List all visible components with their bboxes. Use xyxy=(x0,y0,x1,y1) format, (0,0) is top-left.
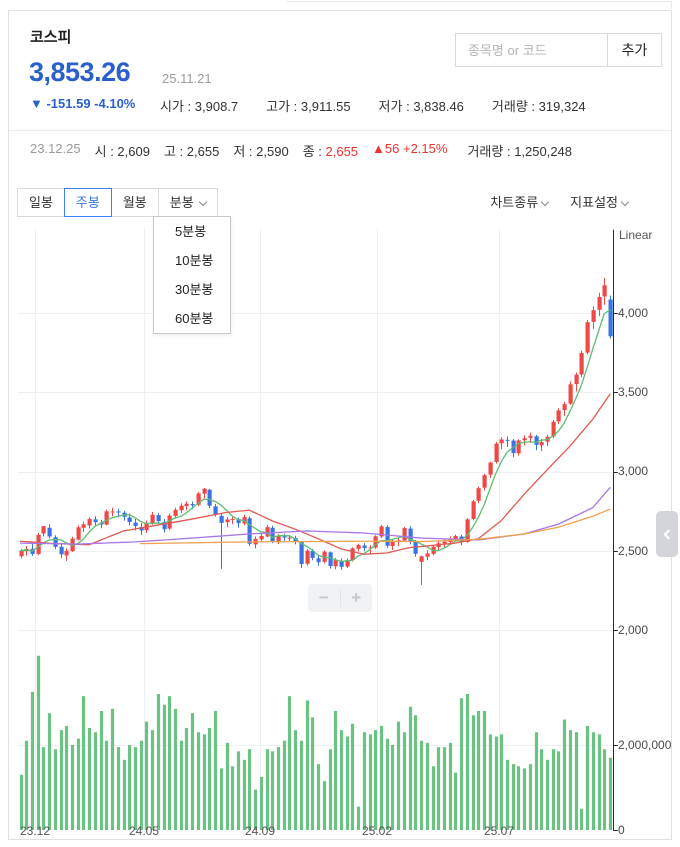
chevron-down-icon xyxy=(620,197,630,207)
candle-volume: 거래량 : 1,250,248 xyxy=(467,144,573,159)
price-tick-2500: 2,500 xyxy=(618,544,649,558)
current-price: 3,853.26 xyxy=(29,57,131,87)
zoom-control-divider xyxy=(339,589,341,607)
chart-type-button[interactable]: 차트종류 xyxy=(490,192,550,211)
candle-date: 23.12.25 xyxy=(30,141,81,156)
header-divider xyxy=(9,130,671,131)
price-change: ▼ -151.59 -4.10% xyxy=(30,96,136,111)
search-input[interactable] xyxy=(455,33,608,67)
tab-minute[interactable]: 분봉 xyxy=(157,188,218,217)
dropdown-item-60min[interactable]: 60분봉 xyxy=(175,311,214,326)
volume-tick-2m: 2,000,000 xyxy=(618,738,672,752)
tab-daily[interactable]: 일봉 xyxy=(17,188,65,217)
zoom-control: − + xyxy=(308,584,372,612)
x-label-2409: 24.09 xyxy=(244,824,276,838)
candle-close: 종 : 2,655 xyxy=(302,144,359,159)
daily-stats-row: 시가 : 3,908.7 고가 : 3,911.55 저가 : 3,838.46… xyxy=(160,96,586,115)
dropdown-item-30min[interactable]: 30분봉 xyxy=(175,282,214,297)
zoom-out-button[interactable]: − xyxy=(318,588,329,607)
price-tick-2000: 2,000 xyxy=(618,623,649,637)
volume-tick-0: 0 xyxy=(618,823,625,837)
add-button[interactable]: 추가 xyxy=(607,33,662,67)
x-label-2405: 24.05 xyxy=(128,824,160,838)
candle-high: 고 : 2,655 xyxy=(163,144,220,159)
tab-weekly[interactable]: 주봉 xyxy=(63,188,112,217)
minute-dropdown-menu: 5분봉 10분봉 30분봉 60분봉 xyxy=(153,216,231,334)
open-stat: 시가 : 3,908.7 xyxy=(160,99,239,114)
volume-stat: 거래량 : 319,324 xyxy=(491,99,586,114)
price-tick-4000: 4,000 xyxy=(618,306,649,320)
candle-open: 시 : 2,609 xyxy=(94,144,150,159)
chevron-down-icon xyxy=(198,197,207,207)
chevron-down-icon xyxy=(540,197,550,207)
price-tick-3000: 3,000 xyxy=(618,464,649,478)
price-tick-3500: 3,500 xyxy=(618,385,649,399)
dropdown-item-5min[interactable]: 5분봉 xyxy=(175,224,207,239)
price-date: 25.11.21 xyxy=(162,71,212,86)
tab-monthly[interactable]: 월봉 xyxy=(110,188,159,217)
chevron-left-icon xyxy=(663,529,674,539)
page-title: 코스피 xyxy=(30,29,72,46)
indicator-settings-button[interactable]: 지표설정 xyxy=(570,192,630,211)
zoom-in-button[interactable]: + xyxy=(351,588,362,607)
candle-change: ▲56 +2.15% xyxy=(372,141,448,156)
sidebar-collapse-button[interactable] xyxy=(656,511,678,557)
candle-low: 저 : 2,590 xyxy=(233,144,289,159)
x-label-2502: 25.02 xyxy=(361,824,393,838)
scale-type-label: Linear xyxy=(619,228,653,242)
x-label-2507: 25.07 xyxy=(483,824,515,838)
period-tabs: 일봉 주봉 월봉 분봉 xyxy=(17,188,218,217)
candle-info-row: 23.12.25 시 : 2,609 고 : 2,655 저 : 2,590 종… xyxy=(30,141,572,160)
low-stat: 저가 : 3,838.46 xyxy=(378,99,464,114)
high-stat: 고가 : 3,911.55 xyxy=(266,99,351,114)
chart-settings-buttons: 차트종류 지표설정 xyxy=(490,192,630,211)
dropdown-item-10min[interactable]: 10분봉 xyxy=(175,253,214,268)
x-label-2312: 23.12 xyxy=(19,824,51,838)
